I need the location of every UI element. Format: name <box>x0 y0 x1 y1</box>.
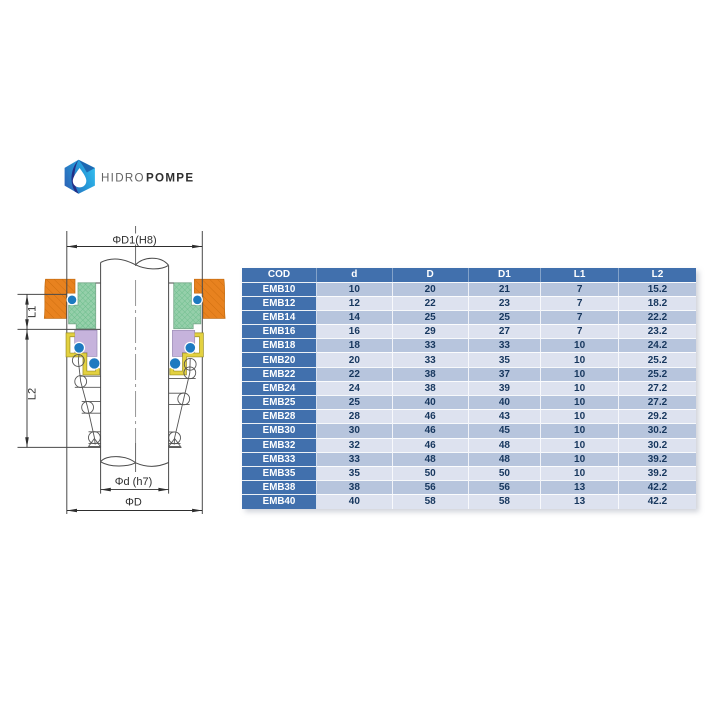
svg-text:ΦD1(H8): ΦD1(H8) <box>112 234 156 246</box>
svg-text:L2: L2 <box>27 388 39 400</box>
svg-text:HIDRO: HIDRO <box>101 172 145 185</box>
svg-text:L1: L1 <box>27 306 39 318</box>
svg-text:POMPE: POMPE <box>146 172 194 185</box>
svg-text:ΦD: ΦD <box>125 496 142 508</box>
svg-text:Φd (h7): Φd (h7) <box>115 476 153 488</box>
